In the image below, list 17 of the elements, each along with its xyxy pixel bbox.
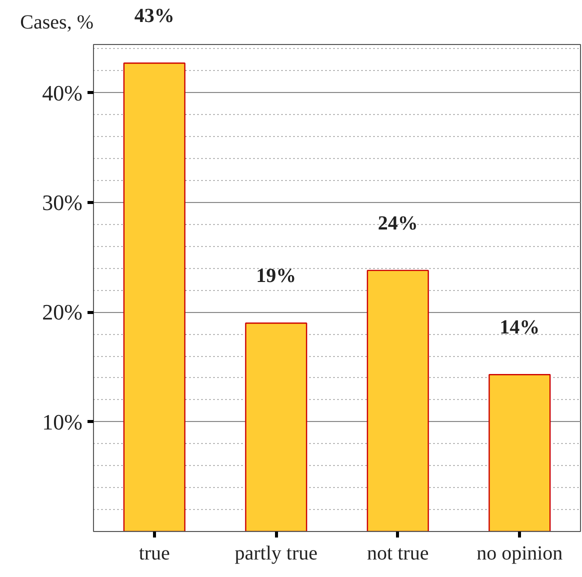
y-tick-label: 30%	[42, 190, 82, 215]
data-label: 19%	[256, 265, 296, 288]
x-tick-label: true	[138, 542, 170, 564]
bar	[123, 62, 186, 532]
data-label: 43%	[134, 5, 174, 28]
x-tick-label: no opinion	[476, 542, 563, 564]
bar	[245, 322, 308, 532]
y-tick-label: 20%	[42, 300, 82, 325]
y-axis-title: Cases, %	[20, 12, 94, 34]
x-tick-label: partly true	[234, 542, 318, 564]
y-tick-label: 40%	[42, 80, 82, 106]
data-label: 14%	[500, 316, 540, 339]
data-label: 24%	[378, 212, 418, 234]
bar	[366, 270, 429, 532]
y-tick-label: 10%	[42, 409, 82, 434]
x-tick-label: not true	[367, 542, 429, 564]
bar	[488, 374, 551, 532]
